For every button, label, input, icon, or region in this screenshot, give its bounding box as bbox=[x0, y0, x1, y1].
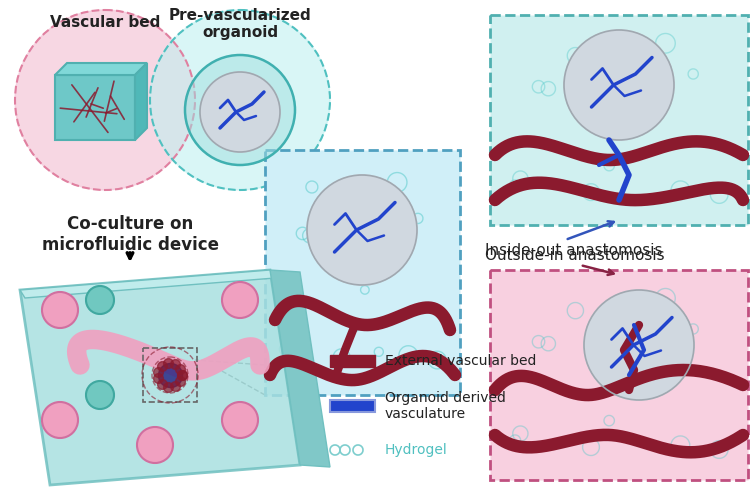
Circle shape bbox=[137, 427, 173, 463]
Point bbox=[163, 359, 175, 367]
Circle shape bbox=[86, 381, 114, 409]
Point bbox=[156, 362, 168, 370]
FancyBboxPatch shape bbox=[330, 355, 375, 367]
Circle shape bbox=[307, 175, 417, 285]
Text: Inside-out anastomosis: Inside-out anastomosis bbox=[485, 243, 662, 258]
Polygon shape bbox=[55, 63, 147, 75]
Circle shape bbox=[15, 10, 195, 190]
Text: Pre-vascularized
organoid: Pre-vascularized organoid bbox=[169, 8, 311, 41]
Polygon shape bbox=[20, 270, 275, 298]
Circle shape bbox=[584, 290, 694, 400]
Circle shape bbox=[222, 402, 258, 438]
Circle shape bbox=[42, 402, 78, 438]
FancyBboxPatch shape bbox=[490, 270, 748, 480]
Circle shape bbox=[185, 55, 295, 165]
Point bbox=[174, 365, 186, 372]
Circle shape bbox=[200, 72, 280, 152]
Point bbox=[153, 368, 165, 375]
Point bbox=[169, 360, 181, 368]
Point bbox=[156, 380, 168, 388]
Text: Hydrogel: Hydrogel bbox=[385, 443, 448, 457]
Text: Outside-in anastomosis: Outside-in anastomosis bbox=[485, 248, 665, 263]
Text: Vascular bed: Vascular bed bbox=[50, 15, 160, 30]
Text: Organoid derived
vasculature: Organoid derived vasculature bbox=[385, 391, 506, 421]
Point bbox=[176, 371, 188, 379]
FancyBboxPatch shape bbox=[330, 400, 375, 412]
FancyBboxPatch shape bbox=[490, 15, 748, 225]
Circle shape bbox=[150, 10, 330, 190]
Point bbox=[174, 377, 186, 385]
Polygon shape bbox=[135, 63, 147, 140]
Polygon shape bbox=[270, 270, 330, 467]
Point bbox=[153, 374, 165, 382]
Text: Co-culture on
microfluidic device: Co-culture on microfluidic device bbox=[42, 215, 218, 254]
Point bbox=[176, 371, 188, 379]
FancyBboxPatch shape bbox=[55, 75, 135, 140]
Text: External vascular bed: External vascular bed bbox=[385, 354, 536, 368]
Polygon shape bbox=[20, 270, 300, 485]
FancyBboxPatch shape bbox=[265, 150, 460, 395]
Circle shape bbox=[42, 292, 78, 328]
Circle shape bbox=[564, 30, 674, 140]
Circle shape bbox=[86, 286, 114, 314]
Point bbox=[163, 383, 175, 391]
Point bbox=[169, 382, 181, 390]
Point bbox=[164, 371, 176, 379]
Circle shape bbox=[222, 282, 258, 318]
